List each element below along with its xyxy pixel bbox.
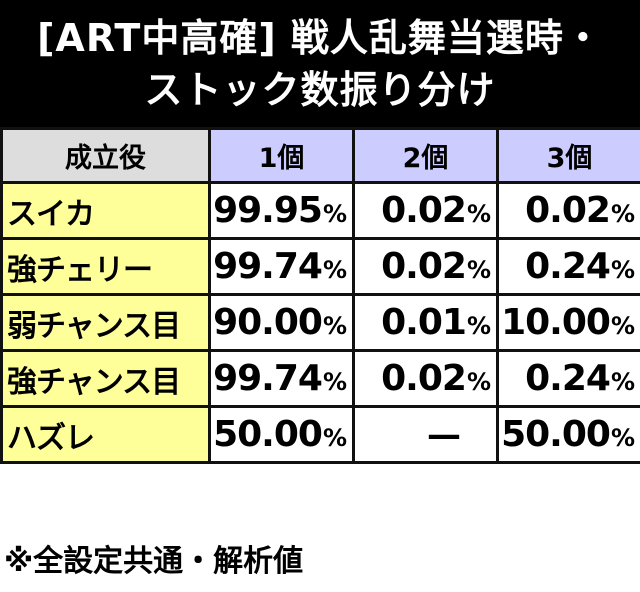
percent-sign: %	[466, 368, 491, 396]
table-row: 弱チャンス目 90.00% 0.01% 10.00%	[0, 293, 640, 352]
value-cell: 0.02%	[352, 181, 499, 240]
title-line-1: [ART中高確] 戦人乱舞当選時・	[37, 15, 603, 60]
role-cell: スイカ	[0, 181, 211, 240]
value-cell: 0.02%	[496, 181, 640, 240]
role-cell: 弱チャンス目	[0, 293, 211, 352]
column-header-1: 1個	[208, 127, 355, 184]
value-number: 10.00	[501, 302, 611, 343]
title-line-2: ストック数振り分け	[144, 67, 496, 112]
value-cell: 50.00%	[496, 405, 640, 464]
value-cell: 50.00%	[208, 405, 355, 464]
table-row: 強チャンス目 99.74% 0.02% 0.24%	[0, 349, 640, 408]
value-number: 0.02	[381, 358, 467, 399]
percent-sign: %	[610, 200, 635, 228]
percent-sign: %	[466, 256, 491, 284]
table-row: 強チェリー 99.74% 0.02% 0.24%	[0, 237, 640, 296]
value-cell: 0.24%	[496, 237, 640, 296]
value-cell: 0.02%	[352, 349, 499, 408]
value-number: 99.95	[213, 190, 323, 231]
role-cell: 強チェリー	[0, 237, 211, 296]
percent-sign: %	[322, 312, 347, 340]
dash-placeholder: —	[427, 414, 461, 455]
table-row: スイカ 99.95% 0.02% 0.02%	[0, 181, 640, 240]
column-header-2: 2個	[352, 127, 499, 184]
table-row: ハズレ 50.00% — 50.00%	[0, 405, 640, 464]
value-number: 99.74	[213, 246, 323, 287]
percent-sign: %	[610, 256, 635, 284]
column-header-role: 成立役	[0, 127, 211, 184]
value-cell: 99.74%	[208, 349, 355, 408]
header-row: 成立役 1個 2個 3個	[0, 127, 640, 184]
percent-sign: %	[466, 312, 491, 340]
value-cell: 0.24%	[496, 349, 640, 408]
percent-sign: %	[322, 368, 347, 396]
role-cell: 強チャンス目	[0, 349, 211, 408]
percent-sign: %	[322, 200, 347, 228]
value-number: 90.00	[213, 302, 323, 343]
value-number: 0.02	[525, 190, 611, 231]
stock-distribution-table: 成立役 1個 2個 3個 スイカ 99.95% 0.02% 0.02% 強チェリ…	[0, 127, 640, 464]
value-cell: 0.01%	[352, 293, 499, 352]
role-cell: ハズレ	[0, 405, 211, 464]
value-number: 0.02	[381, 246, 467, 287]
value-cell: 10.00%	[496, 293, 640, 352]
footnote: ※全設定共通・解析値	[4, 544, 304, 579]
percent-sign: %	[322, 256, 347, 284]
value-cell: 99.95%	[208, 181, 355, 240]
percent-sign: %	[610, 368, 635, 396]
percent-sign: %	[610, 424, 635, 452]
value-number: 0.24	[525, 358, 611, 399]
percent-sign: %	[322, 424, 347, 452]
percent-sign: %	[610, 312, 635, 340]
value-cell: 99.74%	[208, 237, 355, 296]
title-banner: [ART中高確] 戦人乱舞当選時・ ストック数振り分け	[0, 0, 640, 127]
percent-sign: %	[466, 200, 491, 228]
value-number: 99.74	[213, 358, 323, 399]
column-header-3: 3個	[496, 127, 640, 184]
value-cell: 90.00%	[208, 293, 355, 352]
value-number: 0.01	[381, 302, 467, 343]
value-number: 50.00	[501, 414, 611, 455]
value-number: 0.24	[525, 246, 611, 287]
value-number: 0.02	[381, 190, 467, 231]
value-number: 50.00	[213, 414, 323, 455]
value-cell: 0.02%	[352, 237, 499, 296]
value-cell: —	[352, 405, 499, 464]
